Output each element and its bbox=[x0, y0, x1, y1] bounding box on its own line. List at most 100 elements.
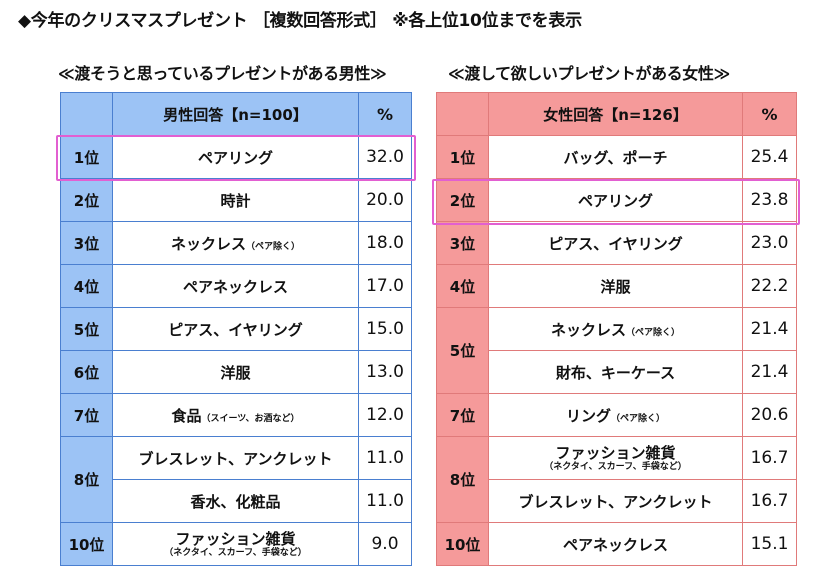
table-row: 3位 ピアス、イヤリング 23.0 bbox=[436, 221, 797, 265]
male-ranking-table: 男性回答【n=100】 % 1位 ペアリング 32.0 2位 時計 20.0 3… bbox=[60, 92, 412, 566]
table-header-row: 男性回答【n=100】 % bbox=[60, 92, 412, 136]
percent-cell: 11.0 bbox=[358, 436, 412, 480]
item-label: ファッション雑貨 bbox=[555, 443, 676, 462]
table-row: 財布、キーケース 21.4 bbox=[437, 350, 797, 394]
percent-header: % bbox=[358, 92, 412, 136]
rank-cell: 10位 bbox=[436, 522, 489, 566]
item-label: ファッション雑貨 bbox=[175, 529, 296, 548]
table-row: 10位 ペアネックレス 15.1 bbox=[436, 522, 797, 566]
percent-cell: 16.7 bbox=[742, 436, 797, 480]
page-title: ◆今年のクリスマスプレゼント ［複数回答形式］ ※各上位10位までを表示 bbox=[18, 11, 582, 31]
percent-header: % bbox=[742, 92, 797, 136]
item-cell: 洋服 bbox=[112, 350, 359, 394]
rank-cell: 1位 bbox=[436, 135, 489, 179]
table-row: 3位 ネックレス（ペア除く） 18.0 bbox=[60, 221, 412, 265]
item-cell: ファッション雑貨 （ネクタイ、スカーフ、手袋など） bbox=[488, 436, 743, 480]
item-cell: ファッション雑貨 （ネクタイ、スカーフ、手袋など） bbox=[112, 522, 359, 566]
rank-header bbox=[60, 92, 113, 136]
item-label: ピアス、イヤリング bbox=[548, 234, 683, 253]
table-row: 7位 食品（スイーツ、お酒など） 12.0 bbox=[60, 393, 412, 437]
item-cell: ピアス、イヤリング bbox=[112, 307, 359, 351]
item-label: ペアネックレス bbox=[562, 535, 668, 554]
rank-cell: 8位 bbox=[60, 436, 113, 523]
item-cell: リング（ペア除く） bbox=[488, 393, 743, 437]
rank-cell: 1位 bbox=[60, 135, 113, 179]
item-cell: ペアネックレス bbox=[112, 264, 359, 308]
item-cell: ペアネックレス bbox=[488, 522, 743, 566]
item-cell: ネックレス（ペア除く） bbox=[488, 307, 743, 351]
table-row: 2位 時計 20.0 bbox=[60, 178, 412, 222]
item-cell: 食品（スイーツ、お酒など） bbox=[112, 393, 359, 437]
rank-cell: 7位 bbox=[60, 393, 113, 437]
item-note: （ネクタイ、スカーフ、手袋など） bbox=[164, 547, 307, 558]
table-row: 5位 ピアス、イヤリング 15.0 bbox=[60, 307, 412, 351]
rank-cell: 4位 bbox=[436, 264, 489, 308]
item-cell: ペアリング bbox=[488, 178, 743, 222]
table-row: 8位 ファッション雑貨 （ネクタイ、スカーフ、手袋など） 16.7 bbox=[436, 436, 797, 523]
percent-cell: 23.8 bbox=[742, 178, 797, 222]
rank-cell: 7位 bbox=[436, 393, 489, 437]
table-row: 香水、化粧品 11.0 bbox=[61, 479, 412, 523]
item-label: バッグ、ポーチ bbox=[563, 148, 668, 167]
percent-cell: 20.0 bbox=[358, 178, 412, 222]
percent-cell: 13.0 bbox=[358, 350, 412, 394]
item-label: ペアネックレス bbox=[182, 277, 288, 296]
item-cell: ペアリング bbox=[112, 135, 359, 179]
item-cell: 時計 bbox=[112, 178, 359, 222]
item-label: ネックレス bbox=[550, 320, 626, 339]
table-header-row: 女性回答【n=126】 % bbox=[436, 92, 797, 136]
rank-cell: 5位 bbox=[60, 307, 113, 351]
item-cell: 香水、化粧品 bbox=[112, 479, 359, 523]
rank-cell: 2位 bbox=[436, 178, 489, 222]
percent-cell: 25.4 bbox=[742, 135, 797, 179]
item-cell: ピアス、イヤリング bbox=[488, 221, 743, 265]
item-label: ペアリング bbox=[197, 148, 273, 167]
rank-header bbox=[436, 92, 489, 136]
item-note: （ペア除く） bbox=[626, 327, 681, 338]
rank-cell: 3位 bbox=[60, 221, 113, 265]
item-cell: ネックレス（ペア除く） bbox=[112, 221, 359, 265]
item-label: リング bbox=[565, 406, 611, 425]
table-row: 5位 ネックレス（ペア除く） 21.4 bbox=[436, 307, 797, 394]
table-row: 1位 ペアリング 32.0 bbox=[60, 135, 412, 179]
percent-cell: 12.0 bbox=[358, 393, 412, 437]
item-label: 洋服 bbox=[220, 363, 251, 382]
rank-cell: 6位 bbox=[60, 350, 113, 394]
item-cell: 財布、キーケース bbox=[488, 350, 743, 394]
item-cell: 洋服 bbox=[488, 264, 743, 308]
percent-cell: 23.0 bbox=[742, 221, 797, 265]
table-row: 4位 洋服 22.2 bbox=[436, 264, 797, 308]
table-row: ブレスレット、アンクレット 16.7 bbox=[437, 479, 797, 523]
percent-cell: 20.6 bbox=[742, 393, 797, 437]
percent-cell: 15.0 bbox=[358, 307, 412, 351]
item-header: 女性回答【n=126】 bbox=[488, 92, 743, 136]
item-label: 洋服 bbox=[600, 277, 631, 296]
item-cell: ブレスレット、アンクレット bbox=[488, 479, 743, 523]
rank-cell: 4位 bbox=[60, 264, 113, 308]
rank-cell: 10位 bbox=[60, 522, 113, 566]
percent-cell: 21.4 bbox=[742, 350, 797, 394]
percent-cell: 9.0 bbox=[358, 522, 412, 566]
female-table-subtitle: ≪渡して欲しいプレゼントがある女性≫ bbox=[448, 64, 730, 83]
item-label: ピアス、イヤリング bbox=[168, 320, 303, 339]
female-ranking-table: 女性回答【n=126】 % 1位 バッグ、ポーチ 25.4 2位 ペアリング 2… bbox=[436, 92, 797, 566]
percent-cell: 32.0 bbox=[358, 135, 412, 179]
item-label: ブレスレット、アンクレット bbox=[518, 492, 713, 511]
item-note: （ペア除く） bbox=[246, 241, 301, 252]
table-row: 10位 ファッション雑貨 （ネクタイ、スカーフ、手袋など） 9.0 bbox=[60, 522, 412, 566]
item-note: （ネクタイ、スカーフ、手袋など） bbox=[544, 461, 687, 472]
item-cell: ブレスレット、アンクレット bbox=[112, 436, 359, 480]
item-header: 男性回答【n=100】 bbox=[112, 92, 359, 136]
table-row: 7位 リング（ペア除く） 20.6 bbox=[436, 393, 797, 437]
percent-cell: 11.0 bbox=[358, 479, 412, 523]
item-cell: バッグ、ポーチ bbox=[488, 135, 743, 179]
rank-cell: 3位 bbox=[436, 221, 489, 265]
item-note: （ペア除く） bbox=[611, 413, 666, 424]
rank-cell: 8位 bbox=[436, 436, 489, 523]
item-note: （スイーツ、お酒など） bbox=[201, 413, 300, 424]
item-label: 時計 bbox=[220, 191, 251, 210]
percent-cell: 15.1 bbox=[742, 522, 797, 566]
item-label: ネックレス bbox=[170, 234, 246, 253]
percent-cell: 18.0 bbox=[358, 221, 412, 265]
table-row: 8位 ブレスレット、アンクレット 11.0 bbox=[60, 436, 412, 523]
